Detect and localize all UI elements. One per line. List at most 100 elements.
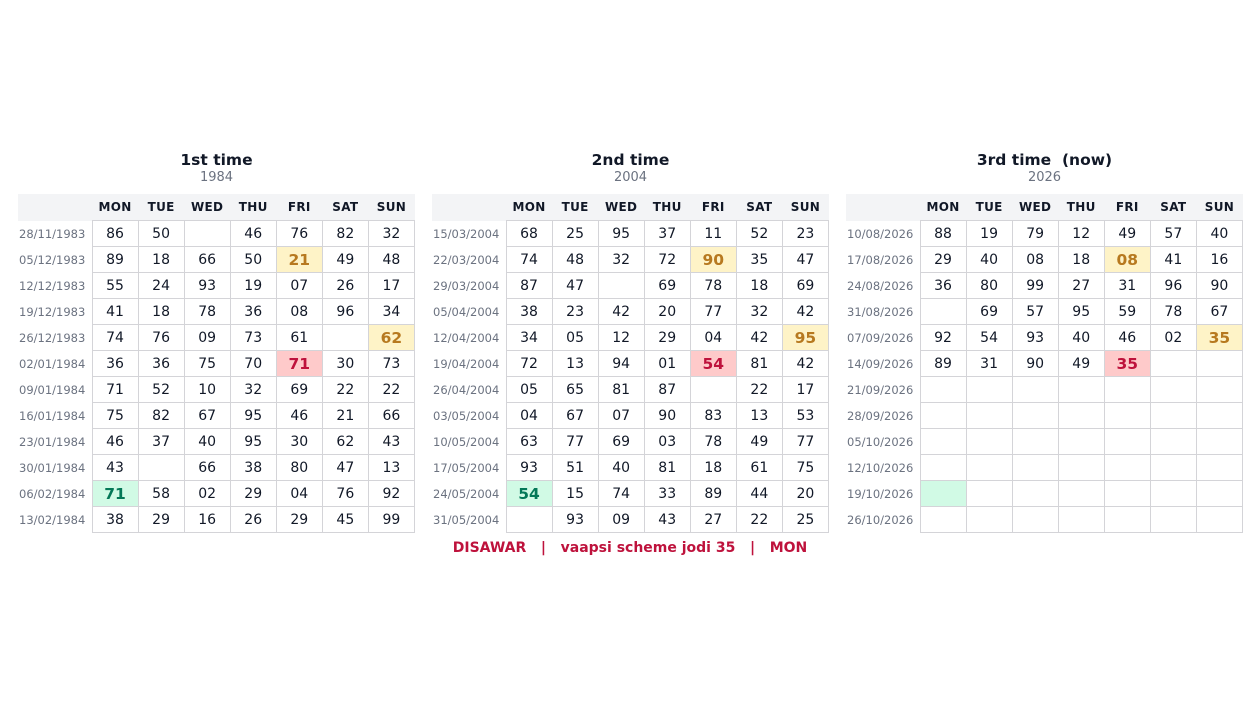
result-cell: 25 bbox=[551, 220, 599, 247]
result-cell: 47 bbox=[321, 454, 369, 481]
result-cell: 58 bbox=[137, 480, 185, 507]
result-cell: 29 bbox=[643, 324, 691, 351]
result-cell: 29 bbox=[137, 506, 185, 533]
result-cell bbox=[1057, 402, 1105, 429]
row-date: 13/02/1984 bbox=[19, 512, 86, 527]
header-row: MON TUE WED THU FRI SAT SUN bbox=[432, 194, 829, 221]
result-cell bbox=[919, 298, 967, 325]
row-date: 12/04/2004 bbox=[433, 330, 500, 345]
day-header-thu: THU bbox=[1058, 194, 1105, 221]
result-cell bbox=[1195, 480, 1244, 507]
table-row: 30/01/1984 43 66 38 80 47 13 bbox=[18, 454, 416, 481]
result-cell: 82 bbox=[321, 220, 369, 247]
result-cell: 47 bbox=[781, 246, 830, 273]
result-cell: 43 bbox=[643, 506, 691, 533]
table-row: 17/05/2004 93 51 40 81 18 61 75 bbox=[432, 454, 830, 481]
result-cell: 50 bbox=[137, 220, 185, 247]
table-row: 28/11/1983 86 50 46 76 82 32 bbox=[18, 220, 416, 247]
result-cell: 78 bbox=[1149, 298, 1197, 325]
table-row: 06/02/1984 71 58 02 29 04 76 92 bbox=[18, 480, 416, 507]
header-row: MON TUE WED THU FRI SAT SUN bbox=[846, 194, 1243, 221]
result-cell bbox=[919, 402, 967, 429]
table-row: 31/08/2026 69 57 95 59 78 67 bbox=[846, 298, 1244, 325]
result-cell bbox=[1149, 428, 1197, 455]
row-date: 07/09/2026 bbox=[847, 330, 914, 345]
row-date: 05/10/2026 bbox=[847, 434, 914, 449]
row-date: 12/10/2026 bbox=[847, 460, 914, 475]
result-cell: 37 bbox=[643, 220, 691, 247]
table-row: 10/05/2004 63 77 69 03 78 49 77 bbox=[432, 428, 830, 455]
result-cell bbox=[137, 454, 185, 481]
day-header-sat: SAT bbox=[322, 194, 369, 221]
result-cell bbox=[965, 506, 1013, 533]
table-row: 22/03/2004 74 48 32 72 90 35 47 bbox=[432, 246, 830, 273]
result-cell: 40 bbox=[597, 454, 645, 481]
table-row: 10/08/2026 88 19 79 12 49 57 40 bbox=[846, 220, 1244, 247]
day-header-wed: WED bbox=[1012, 194, 1059, 221]
day-header-wed: WED bbox=[598, 194, 645, 221]
result-cell: 71 bbox=[91, 376, 139, 403]
result-cell: 18 bbox=[1057, 246, 1105, 273]
result-cell: 36 bbox=[229, 298, 277, 325]
result-cell: 32 bbox=[229, 376, 277, 403]
table-row: 14/09/2026 89 31 90 49 35 bbox=[846, 350, 1244, 377]
result-cell bbox=[1057, 454, 1105, 481]
result-cell: 05 bbox=[551, 324, 599, 351]
header-row: MON TUE WED THU FRI SAT SUN bbox=[18, 194, 415, 221]
result-cell bbox=[1149, 480, 1197, 507]
result-cell: 07 bbox=[597, 402, 645, 429]
table-row: 31/05/2004 93 09 43 27 22 25 bbox=[432, 506, 830, 533]
table-row: 03/05/2004 04 67 07 90 83 13 53 bbox=[432, 402, 830, 429]
row-date: 14/09/2026 bbox=[847, 356, 914, 371]
result-cell: 76 bbox=[321, 480, 369, 507]
row-date: 09/01/1984 bbox=[19, 382, 86, 397]
result-cell: 44 bbox=[735, 480, 783, 507]
result-cell: 42 bbox=[781, 350, 830, 377]
result-cell: 80 bbox=[965, 272, 1013, 299]
result-cell bbox=[1011, 402, 1059, 429]
result-cell: 36 bbox=[91, 350, 139, 377]
result-cell: 95 bbox=[1057, 298, 1105, 325]
result-cell: 54 bbox=[965, 324, 1013, 351]
result-cell bbox=[1103, 376, 1151, 403]
result-cell: 81 bbox=[643, 454, 691, 481]
result-cell: 74 bbox=[597, 480, 645, 507]
result-cell: 69 bbox=[965, 298, 1013, 325]
result-cell: 54 bbox=[689, 350, 737, 377]
result-cell bbox=[919, 506, 967, 533]
row-date: 10/08/2026 bbox=[847, 226, 914, 241]
result-cell bbox=[919, 454, 967, 481]
day-header-tue: TUE bbox=[966, 194, 1013, 221]
footer-caption: DISAWAR | vaapsi scheme jodi 35 | MON bbox=[452, 540, 808, 556]
result-cell: 24 bbox=[137, 272, 185, 299]
result-cell: 45 bbox=[321, 506, 369, 533]
table-row: 24/08/2026 36 80 99 27 31 96 90 bbox=[846, 272, 1244, 299]
result-cell: 67 bbox=[1195, 298, 1244, 325]
result-cell bbox=[1057, 506, 1105, 533]
day-header-fri: FRI bbox=[276, 194, 323, 221]
result-cell: 93 bbox=[551, 506, 599, 533]
result-cell bbox=[965, 428, 1013, 455]
day-header-mon: MON bbox=[506, 194, 553, 221]
result-cell: 43 bbox=[367, 428, 416, 455]
result-cell: 04 bbox=[505, 402, 553, 429]
table-row: 28/09/2026 bbox=[846, 402, 1244, 429]
result-cell bbox=[505, 506, 553, 533]
result-cell: 29 bbox=[229, 480, 277, 507]
result-cell: 47 bbox=[551, 272, 599, 299]
table-row: 26/12/1983 74 76 09 73 61 62 bbox=[18, 324, 416, 351]
day-header-tue: TUE bbox=[138, 194, 185, 221]
row-date: 05/12/1983 bbox=[19, 252, 86, 267]
result-cell: 76 bbox=[137, 324, 185, 351]
result-cell: 22 bbox=[735, 376, 783, 403]
row-date: 28/09/2026 bbox=[847, 408, 914, 423]
result-cell bbox=[183, 220, 231, 247]
result-cell bbox=[1103, 480, 1151, 507]
result-cell: 72 bbox=[643, 246, 691, 273]
result-cell: 49 bbox=[1103, 220, 1151, 247]
row-date: 05/04/2004 bbox=[433, 304, 500, 319]
result-cell: 41 bbox=[1149, 246, 1197, 273]
result-cell: 71 bbox=[91, 480, 139, 507]
result-cell: 70 bbox=[229, 350, 277, 377]
day-header-mon: MON bbox=[920, 194, 967, 221]
